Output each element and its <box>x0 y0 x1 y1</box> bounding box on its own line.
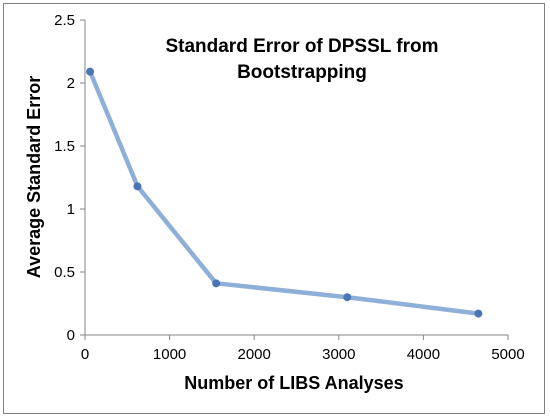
chart-title: Standard Error of DPSSL from Bootstrappi… <box>165 36 438 83</box>
y-tick-label: 2.5 <box>54 12 75 29</box>
chart-title-line-2: Bootstrapping <box>237 62 367 83</box>
series-line <box>87 69 481 316</box>
series <box>86 67 483 318</box>
x-axis-title: Number of LIBS Analyses <box>184 373 403 393</box>
data-point <box>212 279 221 288</box>
x-tick-label: 4000 <box>407 346 440 363</box>
axes <box>84 20 508 336</box>
x-tick-label: 2000 <box>238 346 271 363</box>
y-tick-labels: 0 0.5 1 1.5 2 2.5 <box>54 12 85 344</box>
data-point <box>86 67 95 76</box>
x-tick-label: 0 <box>81 346 89 363</box>
y-axis-title: Average Standard Error <box>24 76 44 278</box>
y-tick-label: 2 <box>67 75 75 92</box>
y-tick-label: 1 <box>67 201 75 218</box>
data-point <box>133 182 142 191</box>
data-point <box>474 309 483 318</box>
x-tick-labels: 0 1000 2000 3000 4000 5000 <box>81 335 525 363</box>
y-tick-label: 0.5 <box>54 264 75 281</box>
x-tick-label: 1000 <box>153 346 186 363</box>
x-tick-label: 5000 <box>491 346 524 363</box>
x-tick-label: 3000 <box>322 346 355 363</box>
y-tick-label: 0 <box>67 327 75 344</box>
data-point <box>343 293 352 302</box>
chart-title-line-1: Standard Error of DPSSL from <box>165 36 438 57</box>
y-tick-label: 1.5 <box>54 138 75 155</box>
